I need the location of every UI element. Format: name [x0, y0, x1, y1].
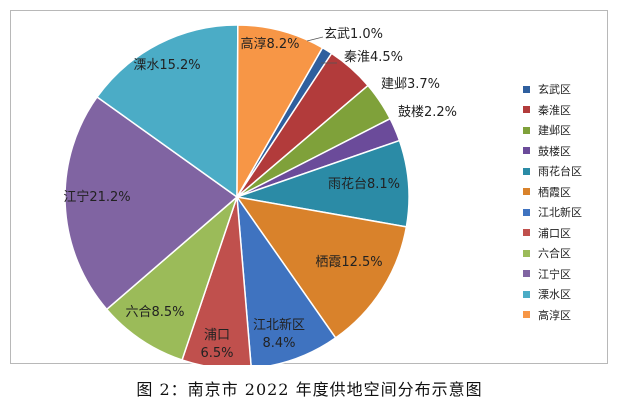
pie-slice: [234, 139, 410, 228]
legend-item: 六合区: [523, 243, 582, 264]
legend-swatch: [523, 208, 530, 216]
slice-label: 江宁21.2%: [63, 189, 130, 205]
slice-label: 六合8.5%: [125, 305, 184, 320]
slice-label: 雨花台8.1%: [328, 176, 400, 192]
legend-item: 溧水区: [523, 284, 582, 305]
legend-item: 建邺区: [523, 120, 582, 141]
slice-label: 高淳8.2%: [240, 36, 299, 52]
chart-frame: 玄武1.0% 秦淮4.5% 建邺3.7% 鼓楼2.2% 雨花台8.1% 栖霞12.5% 江北…: [10, 10, 608, 365]
legend: 玄武区秦淮区建邺区鼓楼区雨花台区栖霞区江北新区浦口区六合区江宁区溧水区高淳区: [523, 79, 582, 325]
legend-label: 江宁区: [538, 267, 571, 281]
slice-label: 江北新区 8.4%: [253, 317, 305, 351]
legend-label: 六合区: [538, 247, 571, 261]
legend-item: 浦口区: [523, 223, 582, 244]
legend-label: 建邺区: [538, 124, 571, 138]
legend-item: 玄武区: [523, 79, 582, 100]
legend-swatch: [523, 126, 530, 134]
legend-swatch: [523, 311, 530, 319]
legend-label: 溧水区: [538, 288, 571, 302]
pie-chart: 玄武1.0% 秦淮4.5% 建邺3.7% 鼓楼2.2% 雨花台8.1% 栖霞12.5% 江北…: [63, 24, 457, 365]
legend-item: 鼓楼区: [523, 141, 582, 162]
legend-label: 江北新区: [538, 206, 582, 220]
legend-swatch: [523, 106, 530, 114]
legend-label: 鼓楼区: [538, 144, 571, 158]
legend-label: 高淳区: [538, 308, 571, 322]
pie-slice: [236, 24, 324, 200]
legend-label: 秦淮区: [538, 103, 571, 117]
legend-label: 栖霞区: [538, 185, 571, 199]
legend-label: 浦口区: [538, 226, 571, 240]
legend-label: 雨花台区: [538, 165, 582, 179]
legend-item: 雨花台区: [523, 161, 582, 182]
slice-label: 栖霞12.5%: [315, 255, 382, 270]
legend-swatch: [523, 147, 530, 155]
legend-item: 秦淮区: [523, 100, 582, 121]
slice-label: 玄武1.0%: [324, 27, 383, 42]
slice-label: 溧水15.2%: [133, 58, 200, 73]
legend-label: 玄武区: [538, 83, 571, 97]
slice-label: 建邺3.7%: [381, 77, 440, 92]
slice-label: 浦口 6.5%: [200, 328, 233, 361]
legend-item: 栖霞区: [523, 182, 582, 203]
legend-swatch: [523, 270, 530, 278]
pie-slice: [96, 24, 239, 199]
pie-slice: [235, 195, 408, 339]
legend-item: 江宁区: [523, 264, 582, 285]
legend-item: 高淳区: [523, 305, 582, 326]
pie-slice: [236, 194, 337, 365]
slice-label: 秦淮4.5%: [344, 50, 403, 65]
legend-item: 江北新区: [523, 202, 582, 223]
legend-swatch: [523, 85, 530, 93]
leader-line: [306, 36, 324, 42]
pie-slice: [64, 95, 239, 311]
legend-swatch: [523, 249, 530, 257]
pie-slice: [105, 194, 239, 361]
legend-swatch: [523, 188, 530, 196]
legend-swatch: [523, 290, 530, 298]
legend-swatch: [523, 229, 530, 237]
slice-label: 鼓楼2.2%: [398, 105, 457, 120]
legend-swatch: [523, 167, 530, 175]
figure-caption: 图 2：南京市 2022 年度供地空间分布示意图: [136, 380, 483, 399]
